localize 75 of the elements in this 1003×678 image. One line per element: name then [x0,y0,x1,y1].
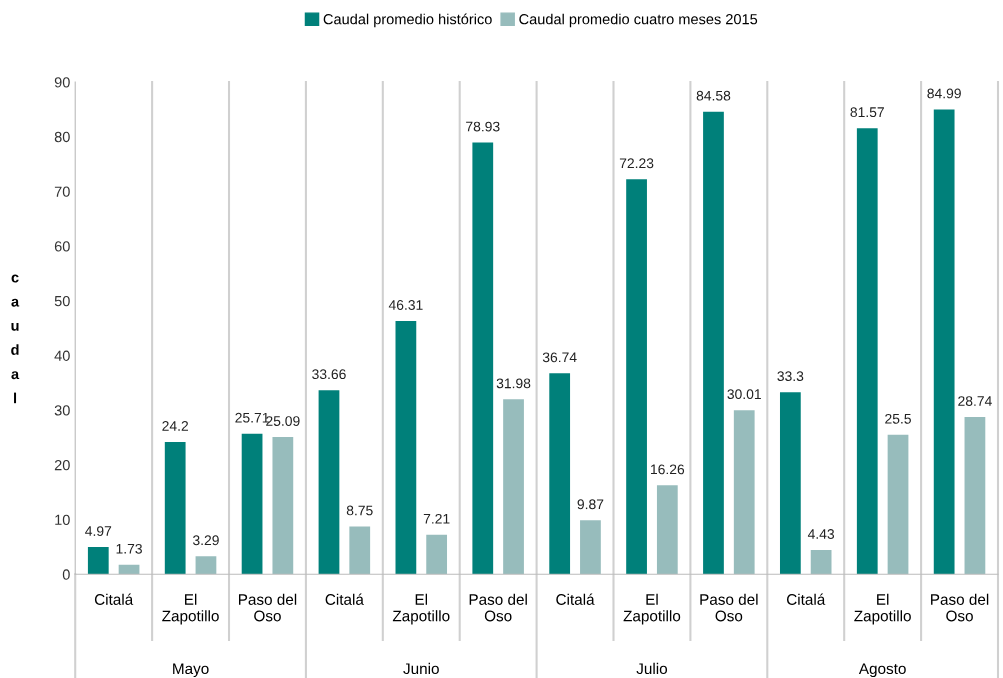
x-tick-label: Paso del Oso [931,593,989,622]
data-label: 4.97 [85,526,112,537]
text: Agosto [858,663,906,678]
data-label: 46.31 [388,300,423,310]
data-label: 31.98 [496,378,531,389]
data-label: 16.26 [651,464,685,475]
bar [195,556,217,575]
x-tick-label: El Zapotillo [623,593,681,625]
x-tick-label: Citalá [94,593,134,605]
y-tick-label: 60 [54,241,70,252]
data-label: 25.5 [885,413,911,424]
bar [703,111,724,575]
bar [164,441,186,575]
bar [964,417,986,575]
data-label: 3.29 [192,535,219,546]
x-tick-label: El Zapotillo [392,593,450,625]
x-tick-label: Citalá [325,593,364,605]
x-tick-label: Paso del Oso [469,593,527,622]
x-tick-label: Paso del Oso [238,593,297,622]
bar [426,534,448,575]
data-label: 81.57 [850,107,884,118]
bar [933,109,955,575]
bar [318,390,340,575]
y-axis-title: caudal [11,274,20,404]
data-label: 8.75 [346,505,373,516]
bar [810,550,832,575]
y-tick-label: 50 [54,295,70,307]
y-tick-label: 30 [54,405,70,416]
bar [349,526,371,575]
legend-label: Caudal promedio histórico [323,13,492,28]
y-tick-label: 40 [54,350,70,361]
bar [626,179,647,575]
x-tick-label: El Zapotillo [854,593,911,625]
bar [779,392,801,575]
data-label: 36.74 [542,352,577,363]
y-tick-label: 70 [54,186,70,197]
y-tick-label: 10 [55,514,70,525]
y-tick-label: 20 [54,459,70,471]
bar [118,564,140,575]
x-tick-label: El Zapotillo [162,593,219,625]
bar [580,520,601,575]
bar [549,373,571,575]
data-label: 84.58 [696,90,731,101]
bar [503,399,524,575]
data-label: 9.87 [577,499,604,510]
data-label: 33.66 [312,369,346,380]
data-label: 33.3 [777,371,804,382]
x-tick-label: Paso del Oso [700,593,758,622]
data-label: 30.01 [727,389,761,400]
bar [733,410,755,575]
data-label: 72.23 [619,158,654,169]
data-label: 1.73 [116,543,142,554]
data-label: 78.93 [466,121,500,132]
text: Mayo [173,663,209,678]
data-label: 24.2 [162,421,189,431]
x-tick-label: Citalá [556,593,595,605]
data-label: 28.74 [958,396,992,406]
bar [395,320,417,575]
bar [656,485,678,575]
legend-label: Caudal promedio cuatro meses 2015 [519,13,758,28]
y-tick-label: 0 [62,569,70,580]
bar [887,434,909,575]
data-label: 84.99 [927,88,961,99]
bar [241,433,263,575]
y-tick-label: 80 [54,131,70,143]
bar [272,437,294,575]
text: Julio [636,662,668,675]
x-tick-label: Citalá [786,593,826,605]
data-label: 7.21 [423,513,450,524]
bar [472,142,494,575]
bar [87,547,109,575]
bar [856,128,878,575]
text: Junio [403,662,439,675]
data-label: 4.43 [807,529,835,539]
y-tick-label: 90 [54,77,70,88]
